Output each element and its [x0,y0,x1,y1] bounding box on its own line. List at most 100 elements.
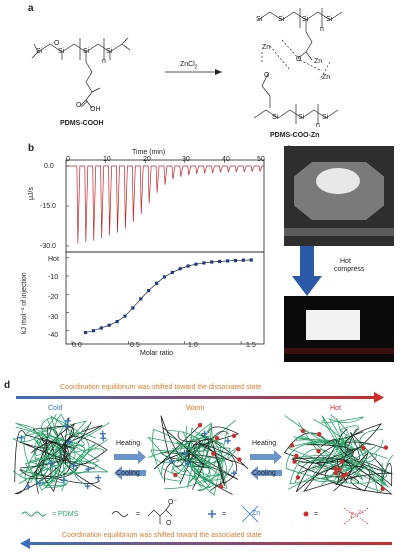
polymer-chain [15,421,92,495]
polymer-chain [18,443,99,486]
top-xtick-3: 30 [182,156,190,163]
itc-data-point [123,314,127,318]
legend-o: O [166,520,172,527]
right-si-bot-1: Si [272,114,279,121]
top-banner-text: Coordination equilibrium was shifted tow… [60,384,262,391]
left-si-label-1: Si [58,48,65,55]
zn-crosslink [181,449,188,456]
polymer-chain [15,426,68,488]
itc-data-point [178,267,182,271]
itc-top-xlabel: Time (min) [132,149,166,156]
polymer-chain [37,438,108,476]
zn-ion [289,443,295,448]
bottom-xtick-1: 0.5 [130,342,140,349]
itc-bottom-frame [65,251,265,345]
zn-crosslink [63,423,70,430]
network-warm [147,415,249,496]
itc-data-point [147,289,151,293]
top-banner-arrow [16,396,376,399]
right-o-1: O [264,72,270,79]
zn-ion [317,431,322,437]
zn-crosslink [168,457,175,464]
left-o-carbonyl: O [76,102,82,109]
polymer-chain [321,425,379,493]
bottom-xtick-2: 1.0 [188,342,198,349]
itc-data-point [225,259,230,263]
network-hot [283,414,394,495]
polymer-chain [14,430,76,483]
polymer-chain [31,417,108,466]
itc-data-point [162,275,167,279]
polymer-chain [12,422,64,480]
network-cold [12,413,110,495]
panel-b-letter: b [28,143,35,154]
itc-data-point [210,260,214,264]
top-ytick-0: 0.0 [44,163,54,170]
polymer-chain [161,427,210,476]
right-si-bot-2: Si [298,114,305,121]
zn-crosslink [184,460,191,467]
top-xtick-2: 20 [143,156,151,163]
itc-data-point [170,270,174,274]
cooling-label-1: Cooling [116,470,140,477]
top-xtick-4: 40 [222,156,230,163]
legend-pdms-wave [21,511,47,517]
cooling-label-2: Cooling [252,470,276,477]
itc-data-point [131,306,135,310]
itc-data-point [249,258,253,262]
left-si-label-2: Si [83,48,90,55]
left-si-label-3: Si [106,48,113,55]
zn-crosslink [60,477,67,484]
right-si-top-3: Si [326,16,333,23]
panel-a-scheme [31,8,343,124]
itc-data-point [241,258,245,262]
heating-cooling-arrows-1 [114,450,146,480]
right-molecule-name: PDMS-COO-Zn [270,132,320,139]
itc-top-trace [66,165,264,244]
itc-bottom-fit [85,259,252,333]
itc-data-point [99,326,103,330]
bottom-ytick-4: -40 [48,332,59,339]
bottom-banner-arrow [30,542,392,545]
bottom-xtick-0: 0.0 [72,342,82,349]
polymer-chain [291,423,383,492]
film-photo [284,296,394,362]
zn-ion [361,445,366,451]
bottom-ytick-3: -30 [48,314,59,321]
itc-fit-line [85,259,252,333]
left-molecule-name: PDMS-COOH [60,120,104,127]
left-si-label-0: Si [36,48,43,55]
mold-photo [284,146,394,246]
zn-crosslink [36,479,43,486]
itc-data-point [154,281,159,285]
polymer-chain [159,434,249,470]
zn-ion [343,472,349,477]
zn-ion [333,466,338,471]
polymer-chain [20,433,100,476]
zn-ion [211,451,216,456]
right-si-bot-3: Si [322,114,329,121]
zn-ion [173,472,178,478]
zn-crosslink [64,417,71,424]
polymer-chain [153,423,229,470]
itc-data-point [83,330,88,335]
zn-ion [294,453,299,459]
bottom-ytick-0: Hot [48,256,59,263]
left-o-label: O [54,40,60,47]
zn-crosslink [201,430,208,437]
itc-ticks [65,160,265,344]
itc-data-point [91,329,96,333]
itc-data-point [139,297,143,301]
zn-crosslink [84,483,91,490]
legend-zn2-text: Zn2+ [350,510,364,520]
compress-label: compress [334,266,365,273]
zn-ion [231,433,237,438]
polymer-chain [177,425,228,490]
top-ytick-1: -15.0 [40,203,56,210]
panel-d-scheme [12,392,394,549]
polymer-chain [147,446,239,471]
zn-label-3: Zn [322,74,331,81]
polymer-chain [50,415,85,492]
legend-pdms-text: = PDMS [52,511,79,518]
zn-ion [214,435,220,441]
